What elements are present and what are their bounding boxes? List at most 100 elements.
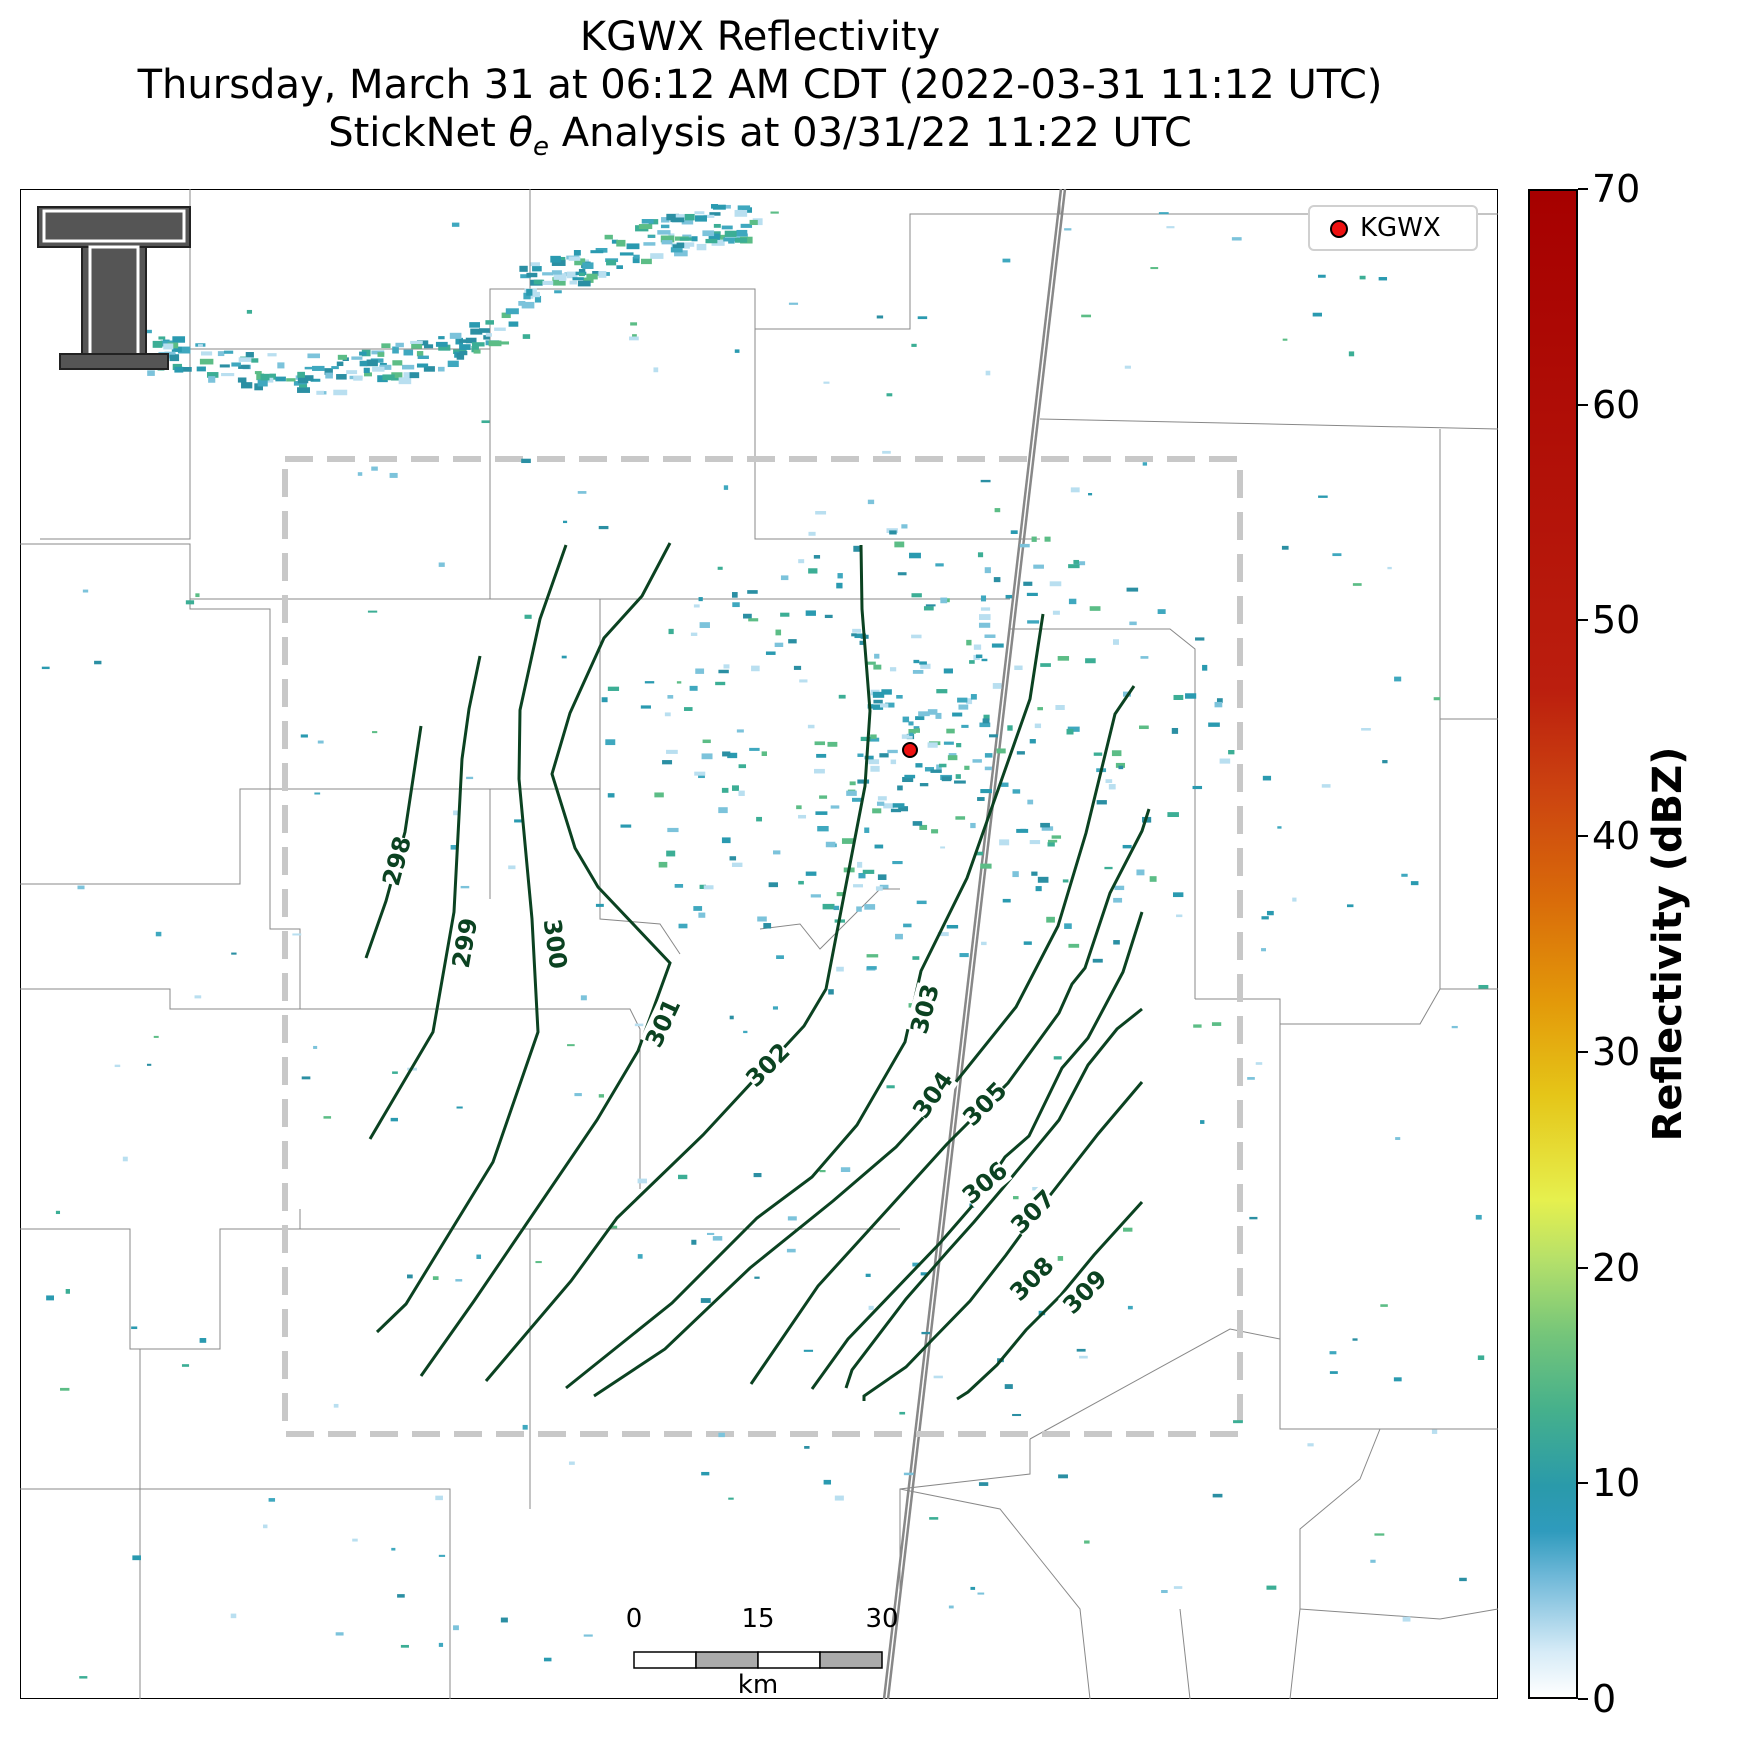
county-line (1010, 628, 1196, 999)
echo-pixel (658, 861, 668, 868)
county-line (754, 329, 1040, 540)
echo-pixel (879, 703, 889, 708)
scale-tick-30: 30 (865, 1604, 899, 1634)
echo-pixel (459, 344, 471, 350)
echo-pixel (199, 358, 214, 365)
echo-pixel (641, 219, 654, 224)
echo-pixel (930, 769, 942, 773)
echo-pixel (245, 352, 254, 358)
echo-pixel (1378, 277, 1388, 281)
echo-pixel (573, 250, 581, 256)
echo-pixel (300, 734, 308, 738)
echo-pixel (814, 768, 825, 774)
echo-pixel (804, 1446, 810, 1449)
echo-pixel (1000, 782, 1009, 787)
echo-pixel (908, 721, 914, 726)
echo-pixel (693, 604, 700, 608)
echo-pixel (453, 1625, 459, 1631)
theta-e-contour-line (844, 1007, 1143, 1389)
echo-pixel (712, 1236, 723, 1241)
echo-pixel (965, 698, 973, 705)
echo-pixel (534, 295, 542, 303)
echo-pixel (889, 530, 897, 535)
echo-pixel (55, 1210, 61, 1215)
echo-pixel (709, 212, 721, 216)
echo-pixel (1352, 1338, 1358, 1341)
kgwx-radar-marker[interactable] (902, 742, 918, 758)
echo-pixel (873, 664, 882, 670)
echo-pixel (1374, 1533, 1385, 1536)
echo-pixel (912, 669, 924, 674)
echo-pixel (1127, 1305, 1133, 1310)
echo-pixel (1118, 765, 1124, 770)
echo-pixel (834, 1495, 844, 1501)
echo-pixel (195, 593, 200, 598)
echo-pixel (1361, 728, 1371, 731)
echo-pixel (438, 344, 451, 351)
theta-symbol: θ (508, 110, 533, 156)
echo-pixel (723, 664, 730, 669)
colorbar-tick-label: 60 (1592, 382, 1641, 427)
echo-pixel (553, 280, 566, 286)
echo-pixel (336, 361, 344, 367)
state-line (886, 189, 1067, 1699)
echo-pixel (984, 634, 996, 638)
echo-pixel (1359, 275, 1366, 280)
echo-pixel (1114, 885, 1125, 891)
echo-pixel (731, 785, 739, 791)
echo-pixel (931, 829, 939, 834)
echo-pixel (1023, 941, 1032, 945)
echo-pixel (574, 258, 586, 266)
echo-pixel (367, 610, 378, 613)
echo-pixel (904, 774, 916, 779)
echo-pixel (500, 1617, 508, 1623)
echo-pixel (992, 683, 1002, 689)
echo-pixel (1312, 312, 1322, 317)
echo-pixel (864, 904, 876, 910)
echo-pixel (1233, 1420, 1243, 1424)
echo-pixel (808, 568, 818, 574)
echo-pixel (667, 827, 679, 833)
echo-pixel (1158, 212, 1169, 215)
echo-pixel (696, 243, 707, 251)
echo-pixel (827, 741, 838, 747)
echo-pixel (1150, 267, 1159, 270)
echo-pixel (526, 288, 533, 296)
echo-pixel (241, 382, 253, 389)
echo-pixel (526, 272, 538, 278)
echo-pixel (957, 697, 968, 703)
echo-pixel (1055, 704, 1065, 710)
echo-pixel (391, 376, 402, 381)
echo-pixel (494, 327, 506, 331)
echo-pixel (1477, 1355, 1485, 1360)
map-frame (20, 189, 1498, 1699)
echo-pixel (872, 691, 885, 698)
echo-pixel (447, 360, 459, 368)
echo-pixel (501, 312, 511, 319)
echo-pixel (1321, 784, 1331, 788)
echo-pixel (896, 695, 903, 699)
echo-pixel (660, 224, 670, 229)
echo-pixel (1012, 789, 1021, 794)
echo-pixel (911, 634, 922, 639)
echo-pixel (717, 566, 723, 570)
echo-pixel (1401, 873, 1408, 877)
echo-pixel (438, 1642, 444, 1647)
echo-pixel (1031, 536, 1037, 542)
echo-pixel (927, 742, 938, 748)
echo-pixel (524, 614, 532, 619)
echo-pixel (583, 277, 594, 283)
echo-pixel (1136, 869, 1145, 876)
echo-pixel (522, 334, 531, 339)
echo-pixel (674, 884, 684, 888)
echo-pixel (723, 237, 737, 242)
echo-pixel (1068, 564, 1080, 569)
echo-pixel (803, 1349, 814, 1352)
contour-label-background (537, 918, 573, 970)
echo-pixel (1370, 1559, 1376, 1563)
county-line (270, 788, 491, 899)
theta-e-contours (364, 542, 1151, 1401)
echo-pixel (410, 340, 423, 344)
echo-pixel (471, 342, 485, 347)
